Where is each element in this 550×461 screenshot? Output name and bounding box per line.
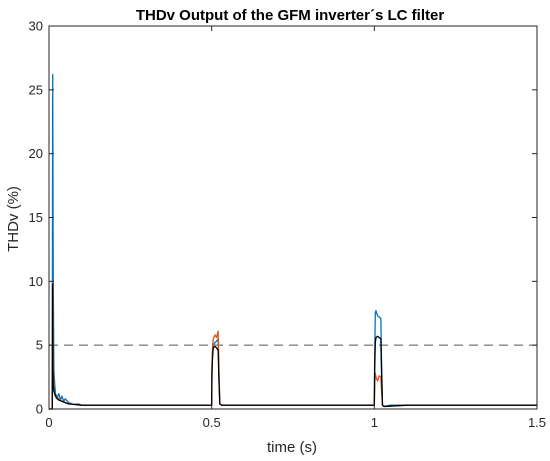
y-tick-label: 0: [36, 402, 43, 417]
y-tick-label: 30: [29, 19, 43, 34]
x-tick-label: 1: [371, 415, 378, 430]
x-axis-label: time (s): [267, 439, 317, 456]
x-tick-label: 1.5: [528, 415, 546, 430]
y-tick-label: 20: [29, 146, 43, 161]
plot-area: [49, 26, 537, 410]
plot-background: [49, 26, 537, 409]
x-tick-label: 0: [45, 415, 52, 430]
y-tick-label: 10: [29, 274, 43, 289]
y-tick-label: 5: [36, 338, 43, 353]
axes: 0 0.5 1 1.5 0 5 10 15 20 25 30: [29, 19, 547, 431]
y-tick-label: 25: [29, 82, 43, 97]
chart-title: THDv Output of the GFM inverter´s LC fil…: [136, 7, 444, 24]
y-axis-label: THDv (%): [5, 186, 22, 252]
y-tick-label: 15: [29, 210, 43, 225]
series-line-3: [49, 283, 537, 410]
x-tick-label: 0.5: [203, 415, 221, 430]
